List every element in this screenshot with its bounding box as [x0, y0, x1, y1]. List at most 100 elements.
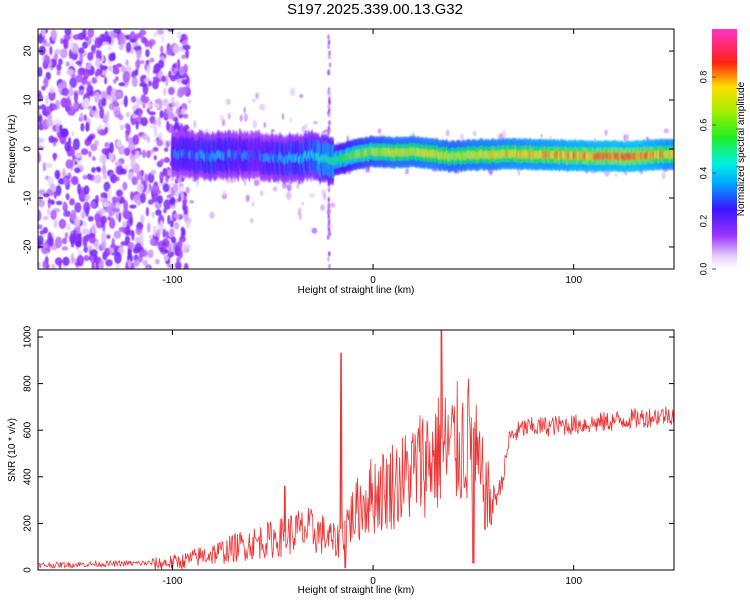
noise-blob — [104, 142, 110, 148]
noise-blob — [159, 220, 164, 231]
noise-blob — [54, 257, 63, 266]
noise-blob — [43, 42, 51, 47]
noise-blob — [60, 81, 66, 90]
noise-blob — [155, 209, 162, 216]
noise-blob — [83, 254, 90, 262]
colorbar-tick-label: 0.2 — [698, 215, 708, 228]
noise-blob — [155, 258, 160, 265]
noise-blob — [70, 209, 77, 222]
noise-blob — [157, 195, 163, 204]
noise-blob — [91, 167, 96, 173]
noise-blob — [301, 125, 305, 133]
noise-blob — [124, 211, 131, 220]
noise-blob — [626, 133, 629, 141]
noise-blob — [296, 183, 299, 190]
noise-blob — [44, 162, 53, 168]
noise-blob — [243, 113, 249, 122]
noise-blob — [151, 183, 160, 194]
noise-blob — [153, 131, 159, 138]
noise-blob — [299, 93, 304, 99]
noise-blob — [65, 61, 70, 67]
noise-blob — [87, 51, 94, 61]
noise-blob — [98, 49, 102, 61]
noise-blob — [84, 240, 88, 248]
snr-panel: -100 0 100 0 200 400 600 800 1000 Height of str… — [7, 325, 675, 596]
noise-blob — [221, 118, 226, 127]
noise-blob — [127, 259, 132, 269]
noise-blob — [163, 157, 171, 164]
noise-blob — [286, 184, 291, 188]
noise-blob — [151, 191, 159, 203]
noise-blob — [109, 247, 114, 254]
noise-blob — [281, 182, 287, 189]
noise-blob — [75, 240, 82, 248]
noise-blob — [116, 91, 123, 98]
noise-blob — [73, 91, 79, 103]
noise-blob — [162, 99, 169, 107]
noise-blob — [102, 174, 108, 180]
noise-blob — [165, 230, 170, 239]
noise-blob — [136, 170, 142, 180]
noise-blob — [94, 70, 100, 77]
noise-blob — [146, 265, 151, 269]
noise-blob — [95, 57, 101, 68]
noise-blob — [142, 96, 150, 104]
noise-blob — [38, 151, 41, 163]
noise-blob — [178, 238, 183, 249]
noise-blob — [163, 207, 167, 214]
noise-blob — [81, 228, 90, 235]
colorbar: 0.0 0.2 0.4 0.6 0.8 Normalized spectral ampl… — [698, 29, 747, 275]
noise-blob — [167, 169, 172, 177]
spectrogram-x-axis: -100 0 100 — [162, 29, 582, 286]
noise-blob — [100, 215, 108, 225]
noise-blob — [113, 29, 122, 35]
noise-blob — [193, 120, 197, 129]
noise-blob — [173, 213, 181, 218]
noise-blob — [145, 206, 149, 217]
noise-blob — [68, 85, 73, 98]
noise-blob — [182, 243, 189, 254]
noise-blob — [42, 193, 50, 198]
noise-blob — [61, 246, 69, 251]
noise-blob — [134, 242, 142, 252]
noise-blob — [49, 183, 56, 193]
noise-blob — [139, 232, 144, 243]
noise-blob — [142, 259, 148, 266]
noise-blob — [38, 113, 43, 125]
noise-blob — [324, 129, 329, 133]
noise-blob — [162, 183, 170, 193]
noise-blob — [43, 54, 50, 65]
noise-blob — [179, 65, 185, 76]
noise-blob — [174, 100, 181, 109]
streak-blob — [327, 39, 331, 45]
noise-blob — [41, 138, 45, 144]
noise-blob — [178, 249, 183, 259]
y-tick-label: 600 — [23, 421, 34, 438]
noise-blob — [95, 261, 100, 269]
noise-blob — [75, 60, 82, 65]
noise-blob — [146, 107, 151, 114]
y-tick-label: 20 — [23, 45, 34, 57]
noise-blob — [42, 39, 47, 44]
noise-blob — [42, 215, 49, 221]
noise-blob — [153, 31, 159, 38]
noise-blob — [42, 260, 47, 269]
noise-blob — [98, 128, 105, 136]
noise-blob — [83, 114, 87, 121]
noise-blob — [54, 169, 61, 180]
noise-blob — [69, 38, 74, 51]
noise-blob — [75, 74, 83, 83]
streak-blob — [327, 187, 331, 193]
noise-blob — [126, 253, 133, 263]
noise-blob — [663, 128, 669, 134]
noise-blob — [58, 58, 63, 66]
noise-blob — [80, 122, 85, 132]
noise-blob — [159, 45, 164, 54]
noise-blob — [65, 223, 72, 231]
noise-blob — [83, 185, 90, 195]
noise-blob — [45, 263, 50, 269]
noise-blob — [130, 191, 134, 201]
noise-blob — [110, 88, 119, 100]
streak-blob — [327, 112, 331, 118]
noise-blob — [94, 241, 100, 250]
